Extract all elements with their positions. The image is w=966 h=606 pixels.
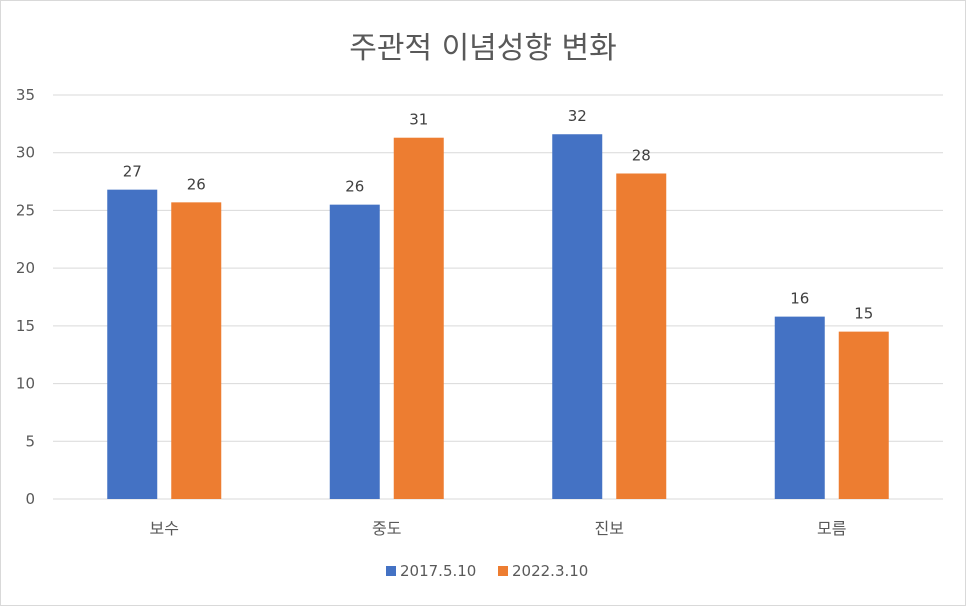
y-tick-label: 10: [16, 375, 35, 393]
chart-title: 주관적 이념성향 변화: [349, 31, 617, 66]
y-tick-label: 35: [16, 86, 35, 104]
data-label: 27: [123, 163, 142, 181]
bar: [552, 134, 603, 499]
bar: [838, 331, 889, 499]
data-label: 15: [854, 305, 873, 323]
y-tick-label: 20: [16, 259, 35, 277]
bar: [774, 316, 825, 499]
data-label: 26: [187, 175, 206, 193]
x-tick-label: 중도: [372, 519, 401, 538]
x-tick-label: 보수: [150, 519, 179, 538]
y-tick-label: 5: [25, 432, 35, 450]
bar: [329, 204, 380, 499]
bars: [107, 134, 889, 500]
bar: [393, 137, 444, 500]
x-tick-label: 모름: [817, 519, 846, 538]
data-labels: 27 26 26 31 32 28 16 15: [123, 107, 874, 322]
data-label: 31: [409, 111, 428, 129]
y-tick-label: 25: [16, 201, 35, 219]
legend-swatch: [498, 566, 508, 576]
legend: 2017.5.10 2022.3.10: [386, 562, 588, 580]
x-axis: 보수 중도 진보 모름: [150, 519, 847, 538]
legend-label: 2017.5.10: [400, 562, 476, 580]
bar: [107, 189, 158, 499]
y-tick-label: 15: [16, 317, 35, 335]
y-tick-label: 30: [16, 144, 35, 162]
bar: [616, 173, 667, 499]
data-label: 32: [568, 107, 587, 125]
x-tick-label: 진보: [595, 519, 624, 538]
bar: [171, 202, 222, 499]
legend-swatch: [386, 566, 396, 576]
legend-label: 2022.3.10: [512, 562, 588, 580]
data-label: 26: [345, 178, 364, 196]
data-label: 28: [632, 146, 651, 164]
y-tick-label: 0: [25, 490, 35, 508]
y-axis: 0 5 10 15 20 25 30 35: [16, 86, 35, 508]
data-label: 16: [790, 290, 809, 308]
